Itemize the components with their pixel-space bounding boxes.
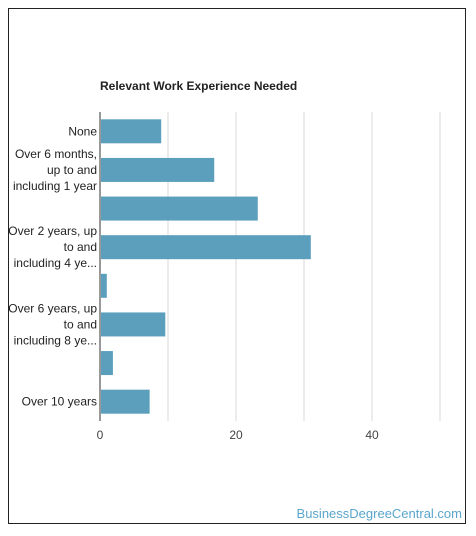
category-label: including 8 ye... xyxy=(14,333,97,347)
x-tick-label: 40 xyxy=(365,428,379,442)
category-label: Over 2 years, up xyxy=(8,224,97,238)
category-labels: None Over 6 months, up to and including 1 y… xyxy=(8,124,97,408)
watermark: BusinessDegreeCentral.com xyxy=(296,506,462,521)
bar xyxy=(101,273,107,298)
chart-title: Relevant Work Experience Needed xyxy=(100,79,298,93)
category-label: Over 10 years xyxy=(22,395,97,409)
category-label: Over 6 years, up xyxy=(8,301,97,315)
chart-frame xyxy=(8,8,466,524)
category-label: Over 6 months, xyxy=(15,147,97,161)
bar xyxy=(101,389,150,414)
x-tick-label: 0 xyxy=(97,428,104,442)
category-label: up to and xyxy=(47,163,97,177)
x-tick-label: 20 xyxy=(229,428,243,442)
category-label: including 4 ye... xyxy=(14,256,97,270)
x-tick-labels: 0 20 40 xyxy=(97,428,379,442)
bar xyxy=(101,312,166,337)
category-label: to and xyxy=(64,317,97,331)
bar xyxy=(101,351,113,376)
category-label: including 1 year xyxy=(13,179,97,193)
category-label: to and xyxy=(64,240,97,254)
category-label: None xyxy=(68,124,97,138)
bar xyxy=(101,196,258,221)
bar xyxy=(101,235,311,260)
bar xyxy=(101,119,162,144)
bars xyxy=(101,119,311,414)
bar xyxy=(101,157,215,182)
gridlines xyxy=(99,112,441,421)
